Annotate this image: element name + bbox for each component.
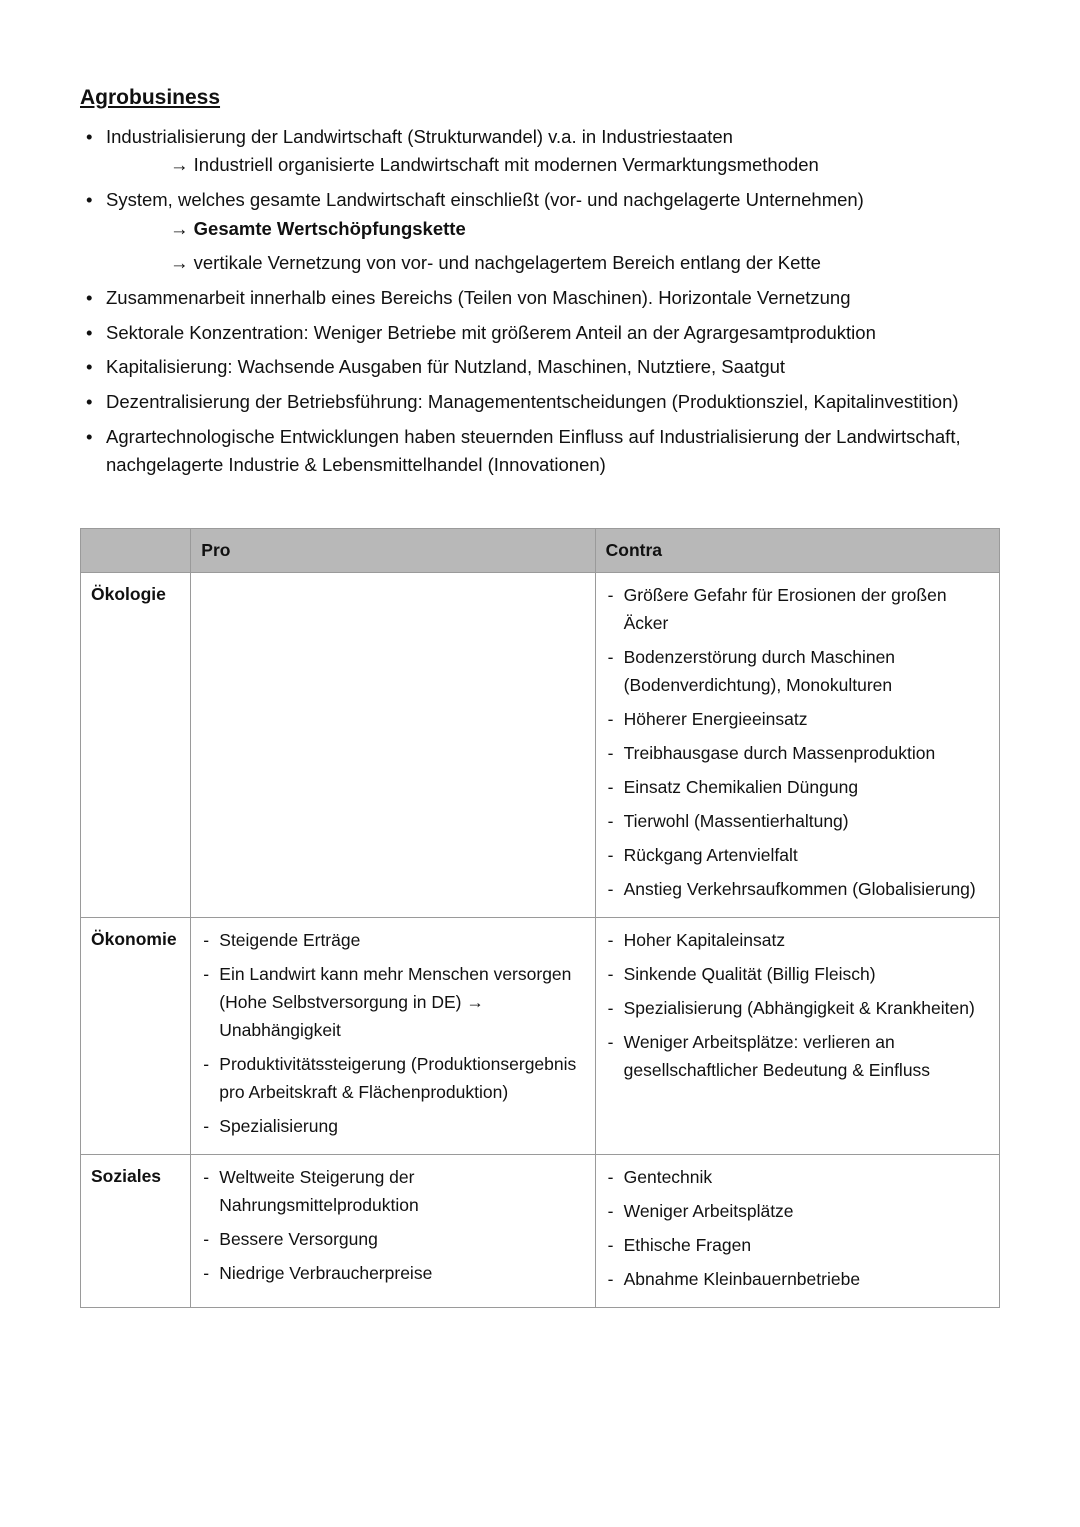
bullet-text: Sektorale Konzentration: Weniger Betrieb… <box>106 322 876 343</box>
table-header-contra: Contra <box>595 528 999 572</box>
dash-list: Gentechnik Weniger Arbeitsplätze Ethische … <box>606 1163 989 1293</box>
list-item: Anstieg Verkehrsaufkommen (Globalisierun… <box>606 875 989 903</box>
document-page: Agrobusiness Industrialisierung der Land… <box>0 0 1080 1428</box>
table-row: Ökonomie Steigende Erträge Ein Landwirt k… <box>81 918 1000 1155</box>
list-item: Abnahme Kleinbauernbetriebe <box>606 1265 989 1293</box>
list-item: Steigende Erträge <box>201 926 584 954</box>
list-item: Bodenzerstörung durch Maschinen (Bodenve… <box>606 643 989 699</box>
bullet-item: Agrartechnologische Entwicklungen haben … <box>80 423 1000 480</box>
page-title: Agrobusiness <box>80 82 1000 115</box>
bullet-text: Agrartechnologische Entwicklungen haben … <box>106 426 961 476</box>
main-bullet-list: Industrialisierung der Landwirtschaft (S… <box>80 123 1000 480</box>
list-item: Produktivitätssteigerung (Produktionserg… <box>201 1050 584 1106</box>
list-item: Gentechnik <box>606 1163 989 1191</box>
bullet-item: Zusammenarbeit innerhalb eines Bereichs … <box>80 284 1000 313</box>
bullet-item: Industrialisierung der Landwirtschaft (S… <box>80 123 1000 180</box>
bullet-text: Kapitalisierung: Wachsende Ausgaben für … <box>106 356 785 377</box>
bullet-item: System, welches gesamte Landwirtschaft e… <box>80 186 1000 278</box>
list-item: Weniger Arbeitsplätze <box>606 1197 989 1225</box>
list-item: Spezialisierung <box>201 1112 584 1140</box>
list-item: Spezialisierung (Abhängigkeit & Krankhei… <box>606 994 989 1022</box>
list-item: Größere Gefahr für Erosionen der großen … <box>606 581 989 637</box>
bullet-text: Dezentralisierung der Betriebsführung: M… <box>106 391 959 412</box>
list-item: Ein Landwirt kann mehr Menschen versorge… <box>201 960 584 1044</box>
bullet-text: System, welches gesamte Landwirtschaft e… <box>106 189 864 210</box>
table-row: Ökologie Größere Gefahr für Erosionen de… <box>81 573 1000 918</box>
aspect-cell-oekologie: Ökologie <box>81 573 191 918</box>
pro-cell: Weltweite Steigerung der Nahrungsmittelp… <box>191 1155 595 1308</box>
list-item: Weltweite Steigerung der Nahrungsmittelp… <box>201 1163 584 1219</box>
dash-list: Größere Gefahr für Erosionen der großen … <box>606 581 989 903</box>
aspect-cell-soziales: Soziales <box>81 1155 191 1308</box>
table-row: Soziales Weltweite Steigerung der Nahrun… <box>81 1155 1000 1308</box>
dash-list: Weltweite Steigerung der Nahrungsmittelp… <box>201 1163 584 1287</box>
list-item: Niedrige Verbraucherpreise <box>201 1259 584 1287</box>
contra-cell: Hoher Kapitaleinsatz Sinkende Qualität (B… <box>595 918 999 1155</box>
list-item: Höherer Energieeinsatz <box>606 705 989 733</box>
list-item: Ethische Fragen <box>606 1231 989 1259</box>
table-header-row: Pro Contra <box>81 528 1000 572</box>
aspect-cell-oekonomie: Ökonomie <box>81 918 191 1155</box>
arrow-subitem-bold: Gesamte Wertschöpfungskette <box>106 215 1000 244</box>
list-item: Bessere Versorgung <box>201 1225 584 1253</box>
list-item: Einsatz Chemikalien Düngung <box>606 773 989 801</box>
arrow-subitem: vertikale Vernetzung von vor- und nachge… <box>106 249 1000 278</box>
bullet-item: Dezentralisierung der Betriebsführung: M… <box>80 388 1000 417</box>
bullet-text: Zusammenarbeit innerhalb eines Bereichs … <box>106 287 851 308</box>
pro-contra-table: Pro Contra Ökologie Größere Gefahr für E… <box>80 528 1000 1308</box>
pro-cell <box>191 573 595 918</box>
list-item: Weniger Arbeitsplätze: verlieren an gese… <box>606 1028 989 1084</box>
list-item: Treibhausgase durch Massenproduktion <box>606 739 989 767</box>
contra-cell: Gentechnik Weniger Arbeitsplätze Ethische … <box>595 1155 999 1308</box>
list-item: Sinkende Qualität (Billig Fleisch) <box>606 960 989 988</box>
bullet-text: Industrialisierung der Landwirtschaft (S… <box>106 126 733 147</box>
pro-cell: Steigende Erträge Ein Landwirt kann mehr … <box>191 918 595 1155</box>
dash-list: Steigende Erträge Ein Landwirt kann mehr … <box>201 926 584 1140</box>
bullet-item: Sektorale Konzentration: Weniger Betrieb… <box>80 319 1000 348</box>
table-header-empty <box>81 528 191 572</box>
arrow-subitem: Industriell organisierte Landwirtschaft … <box>106 151 1000 180</box>
list-item: Rückgang Artenvielfalt <box>606 841 989 869</box>
list-item: Hoher Kapitaleinsatz <box>606 926 989 954</box>
contra-cell: Größere Gefahr für Erosionen der großen … <box>595 573 999 918</box>
bullet-item: Kapitalisierung: Wachsende Ausgaben für … <box>80 353 1000 382</box>
list-item: Tierwohl (Massentierhaltung) <box>606 807 989 835</box>
dash-list: Hoher Kapitaleinsatz Sinkende Qualität (B… <box>606 926 989 1084</box>
table-header-pro: Pro <box>191 528 595 572</box>
